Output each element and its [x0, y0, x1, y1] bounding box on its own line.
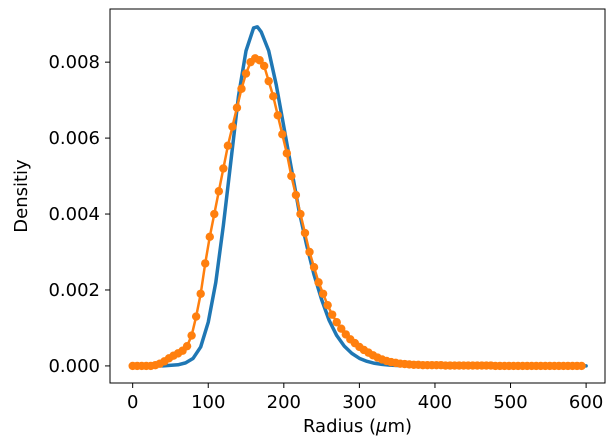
x-tick-label: 400 — [418, 392, 452, 413]
y-tick-label: 0.006 — [48, 128, 100, 149]
series-1-point — [337, 324, 346, 333]
series-1-point — [214, 187, 224, 196]
series-1-point — [196, 289, 205, 298]
series-1-point — [282, 149, 292, 158]
y-tick-label: 0.000 — [48, 356, 100, 377]
x-axis-title: Radius (μm) — [303, 416, 412, 437]
series-1-point — [305, 247, 314, 257]
series-1-point — [219, 164, 228, 173]
series-1-point — [296, 209, 305, 219]
x-tick-label: 500 — [493, 392, 527, 413]
x-axis-ticks: 0 100 200 300 400 500 600 — [127, 383, 603, 413]
plot-frame — [109, 8, 606, 384]
series-1-point — [191, 312, 201, 321]
series-1-point — [228, 122, 237, 131]
series-layer — [128, 25, 588, 371]
series-1-point — [327, 310, 337, 319]
series-1-point — [318, 289, 328, 298]
x-tick-label: 300 — [342, 392, 376, 413]
series-1-point — [269, 92, 278, 101]
series-1-point — [232, 103, 242, 112]
series-1-point — [187, 331, 196, 340]
y-axis-title: Densitiy — [11, 159, 32, 233]
series-1-point — [314, 278, 323, 287]
series-1-point — [223, 141, 233, 150]
series-1-point — [287, 171, 296, 181]
series-1-point — [291, 190, 301, 200]
series-1-point — [323, 300, 332, 310]
y-tick-label: 0.008 — [48, 52, 100, 73]
y-tick-label: 0.002 — [48, 280, 100, 301]
series-1-point — [241, 69, 251, 78]
x-tick-label: 200 — [267, 392, 301, 413]
series-1-point — [273, 111, 282, 120]
series-1-point — [182, 341, 192, 351]
series-1-point — [332, 318, 341, 327]
series-1-point — [264, 76, 273, 86]
series-1-point — [309, 262, 319, 272]
series-1-point — [205, 232, 214, 242]
series-1-point — [210, 209, 219, 219]
series-1-point — [255, 56, 264, 65]
series-1-point — [237, 84, 246, 93]
x-tick-label: 600 — [569, 392, 603, 413]
series-1-point — [259, 61, 269, 71]
x-tick-label: 0 — [127, 392, 138, 413]
series-1-point — [201, 259, 210, 268]
y-axis-ticks: 0.000 0.002 0.004 0.006 0.008 — [48, 52, 110, 377]
x-tick-label: 100 — [191, 392, 225, 413]
series-1-point — [278, 130, 287, 139]
series-1-point — [577, 361, 586, 371]
series-1-point — [300, 228, 310, 238]
y-tick-label: 0.004 — [48, 204, 100, 225]
